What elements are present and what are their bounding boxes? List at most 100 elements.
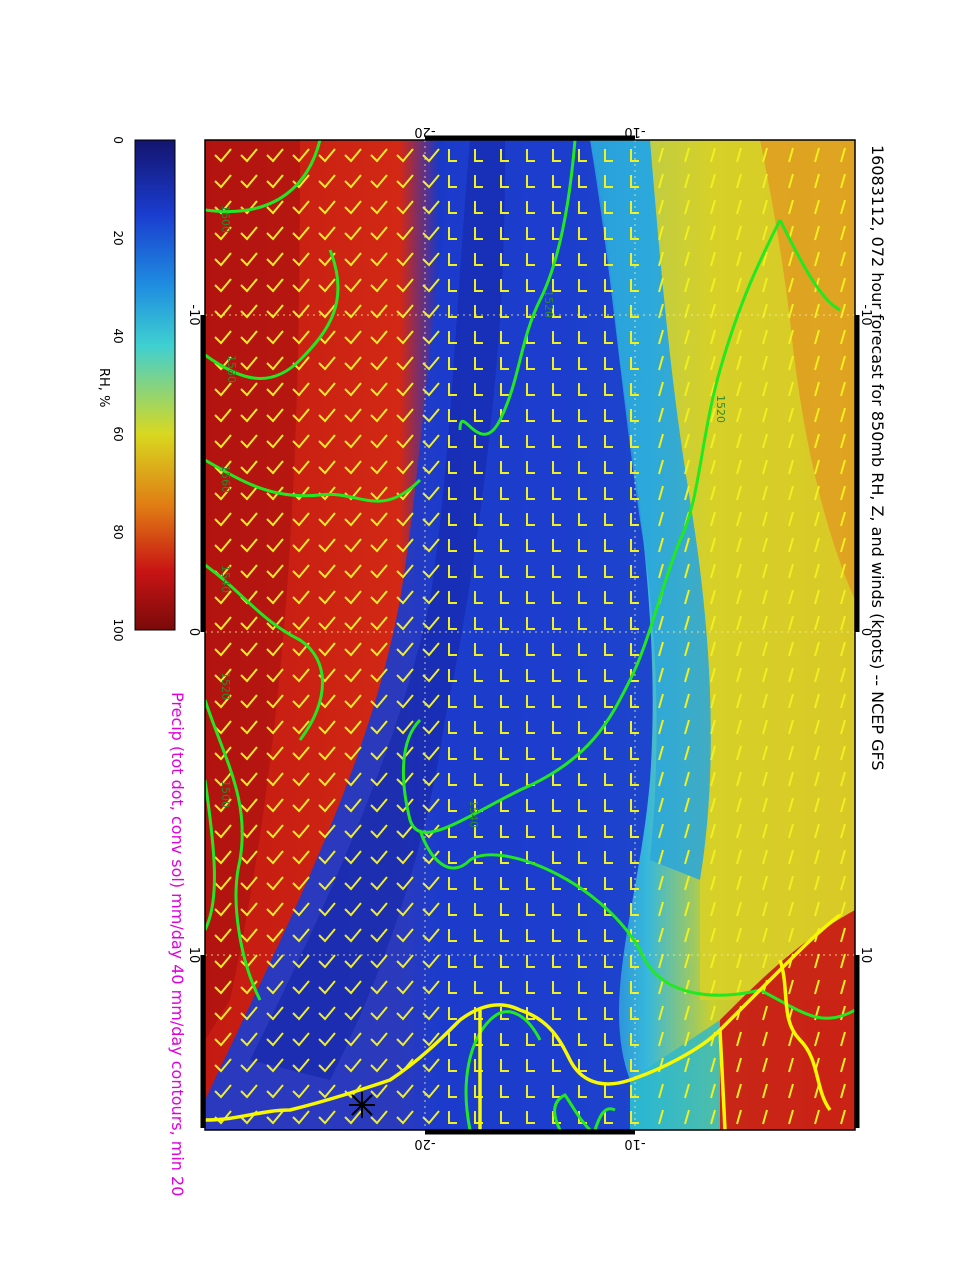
wind-barb — [214, 512, 232, 527]
wind-barb — [422, 980, 440, 995]
wind-barb — [578, 929, 587, 942]
wind-barb — [552, 305, 561, 318]
wind-barb — [318, 330, 336, 345]
wind-barb — [474, 201, 483, 214]
wind-barb — [266, 720, 284, 735]
wind-barb — [630, 721, 639, 734]
wind-barb — [474, 461, 483, 474]
wind-barb — [840, 719, 846, 735]
wind-barb — [710, 355, 716, 371]
wind-barb — [658, 953, 664, 969]
wind-barb — [710, 797, 716, 813]
wind-barb — [292, 304, 310, 319]
wind-barb — [292, 1032, 310, 1047]
wind-barb — [710, 849, 716, 865]
wind-barb — [788, 589, 794, 605]
left-axis-tick: 10 — [186, 947, 201, 964]
wind-barb — [762, 511, 768, 527]
wind-barb — [214, 278, 232, 293]
wind-barb — [788, 537, 794, 553]
wind-barb — [578, 591, 587, 604]
wind-barb — [630, 955, 639, 968]
wind-barb — [604, 1085, 613, 1098]
wind-barb — [318, 980, 336, 995]
contour-label: 1600 — [219, 205, 232, 233]
wind-barb — [474, 981, 483, 994]
wind-barb — [240, 642, 258, 657]
wind-barb — [422, 1006, 440, 1021]
frame-tick-bars — [200, 135, 860, 1135]
wind-barb — [630, 305, 639, 318]
wind-barb — [526, 149, 535, 162]
wind-barb — [578, 1085, 587, 1098]
wind-barb — [604, 1007, 613, 1020]
wind-barb — [684, 953, 690, 969]
wind-barb — [214, 668, 232, 683]
wind-barb — [762, 1031, 768, 1047]
wind-barb — [240, 252, 258, 267]
wind-barb — [788, 1057, 794, 1073]
wind-barb — [578, 903, 587, 916]
wind-barb — [344, 746, 362, 761]
wind-barb — [736, 225, 742, 241]
wind-barb — [448, 435, 457, 448]
wind-barb — [762, 329, 768, 345]
wind-barb — [840, 797, 846, 813]
wind-barb — [658, 719, 664, 735]
wind-barb — [814, 641, 820, 657]
wind-barb — [788, 381, 794, 397]
wind-barb — [344, 434, 362, 449]
wind-barb — [658, 173, 664, 189]
wind-barb — [762, 407, 768, 423]
wind-barb — [318, 564, 336, 579]
wind-barb — [840, 901, 846, 917]
wind-barb — [448, 1059, 457, 1072]
wind-barb — [448, 799, 457, 812]
right-axis-tick: -10 — [858, 304, 873, 325]
wind-barb — [344, 902, 362, 917]
wind-barb — [578, 149, 587, 162]
wind-barb — [214, 876, 232, 891]
wind-barb — [240, 538, 258, 553]
wind-barb — [474, 643, 483, 656]
wind-barb — [684, 1083, 690, 1099]
wind-barb — [370, 304, 388, 319]
wind-barb — [474, 175, 483, 188]
wind-barb — [552, 799, 561, 812]
contour-label: 1580 — [225, 355, 238, 383]
wind-barb — [552, 487, 561, 500]
wind-barb — [266, 252, 284, 267]
wind-barb — [422, 772, 440, 787]
wind-barb — [658, 485, 664, 501]
wind-barb — [552, 539, 561, 552]
wind-barb — [266, 590, 284, 605]
wind-barb — [422, 668, 440, 683]
wind-barb — [658, 303, 664, 319]
wind-barb — [292, 1006, 310, 1021]
wind-barb — [474, 357, 483, 370]
wind-barb — [788, 563, 794, 579]
wind-barb — [630, 1007, 639, 1020]
wind-barb — [422, 356, 440, 371]
coastline — [205, 913, 842, 1130]
wind-barb — [292, 668, 310, 683]
wind-barb — [710, 927, 716, 943]
colorbar-tick: 100 — [111, 619, 125, 642]
wind-barb — [396, 356, 414, 371]
wind-barb — [840, 147, 846, 163]
wind-barb — [422, 746, 440, 761]
wind-barb — [840, 1031, 846, 1047]
wind-barb — [710, 329, 716, 345]
wind-barb — [604, 305, 613, 318]
wind-barb — [736, 797, 742, 813]
wind-barb — [526, 487, 535, 500]
wind-barb — [630, 461, 639, 474]
wind-barb — [526, 435, 535, 448]
wind-barb — [266, 954, 284, 969]
wind-barb — [500, 617, 509, 630]
wind-barb — [448, 253, 457, 266]
wind-barb — [396, 460, 414, 475]
wind-barb — [370, 876, 388, 891]
wind-barb — [658, 381, 664, 397]
wind-barb — [710, 381, 716, 397]
